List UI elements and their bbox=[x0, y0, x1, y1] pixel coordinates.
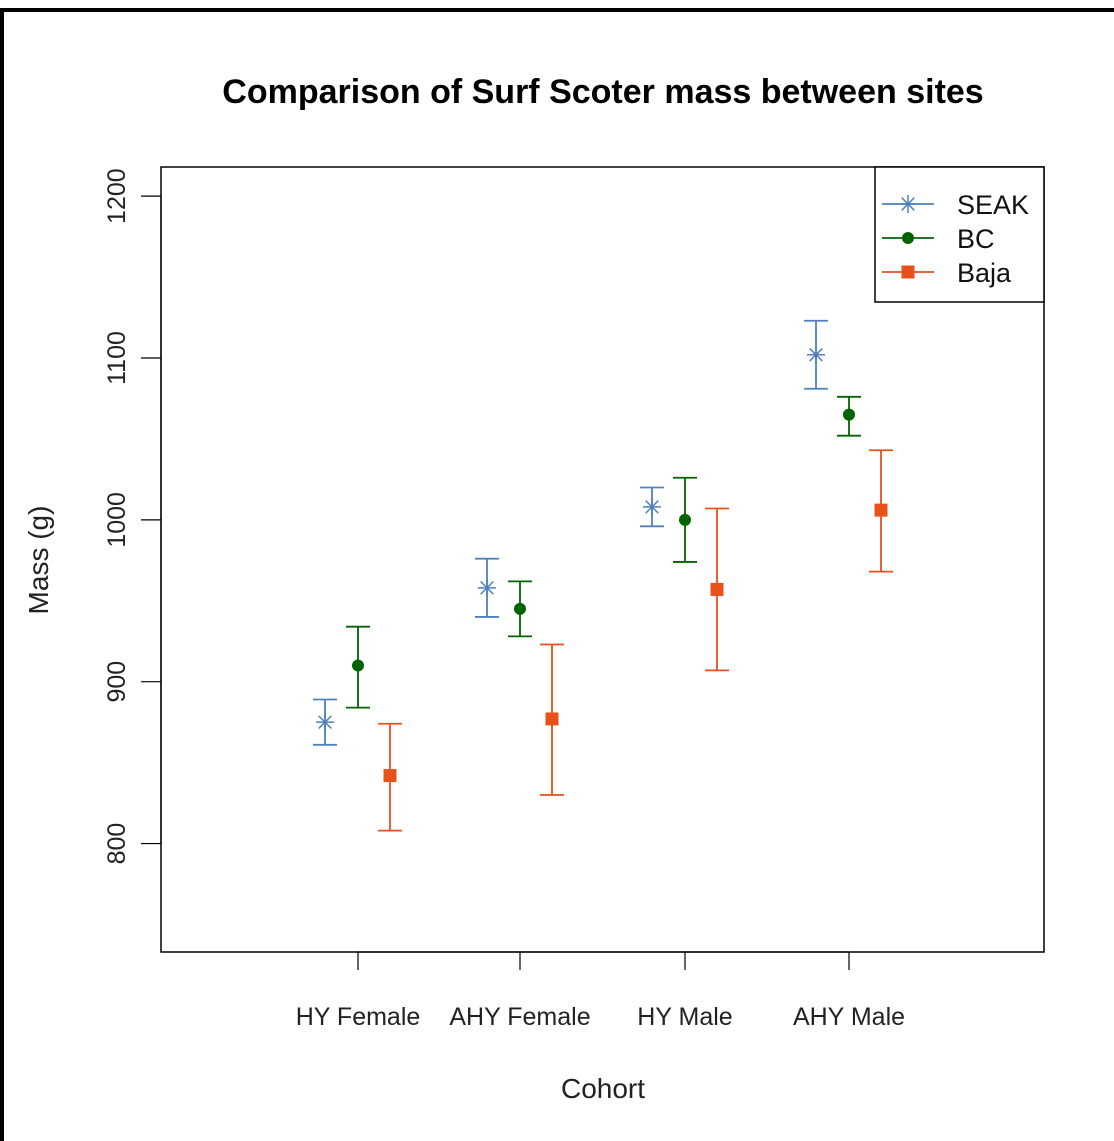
y-axis-label: Mass (g) bbox=[23, 506, 54, 615]
y-tick-label: 900 bbox=[103, 661, 131, 703]
point-seak bbox=[807, 345, 825, 364]
point-baja bbox=[383, 769, 397, 783]
point-seak bbox=[478, 578, 496, 597]
y-tick-label: 1200 bbox=[103, 168, 131, 224]
point-bc bbox=[843, 408, 855, 421]
point-bc bbox=[352, 659, 364, 672]
point-seak bbox=[316, 713, 334, 732]
x-axis-label: Cohort bbox=[561, 1073, 645, 1104]
point-baja bbox=[710, 582, 724, 596]
legend-label-baja: Baja bbox=[957, 258, 1012, 288]
point-baja bbox=[545, 712, 559, 726]
legend-marker-bc bbox=[902, 232, 914, 244]
legend-label-seak: SEAK bbox=[957, 190, 1029, 220]
legend-label-bc: BC bbox=[957, 224, 995, 254]
point-seak bbox=[643, 497, 661, 516]
legend-marker-seak bbox=[899, 195, 917, 213]
legend-marker-baja bbox=[901, 265, 915, 279]
legend: SEAK BC Baja bbox=[874, 166, 1045, 303]
y-axis: 800 900 1000 1100 1200 bbox=[103, 168, 162, 865]
x-tick-label: HY Female bbox=[296, 1003, 421, 1031]
x-tick-label: AHY Female bbox=[449, 1003, 590, 1031]
chart-title: Comparison of Surf Scoter mass between s… bbox=[222, 73, 983, 111]
x-tick-label: AHY Male bbox=[793, 1003, 905, 1031]
point-bc bbox=[514, 602, 526, 615]
y-tick-label: 800 bbox=[103, 823, 131, 865]
y-tick-label: 1100 bbox=[103, 331, 131, 385]
point-bc bbox=[679, 513, 691, 526]
x-tick-label: HY Male bbox=[637, 1003, 732, 1031]
x-axis: HY Female AHY Female HY Male AHY Male bbox=[296, 951, 905, 1031]
y-tick-label: 1000 bbox=[103, 492, 131, 548]
figure-border bbox=[0, 8, 1114, 1141]
point-baja bbox=[874, 503, 888, 517]
data-marks bbox=[313, 319, 893, 832]
